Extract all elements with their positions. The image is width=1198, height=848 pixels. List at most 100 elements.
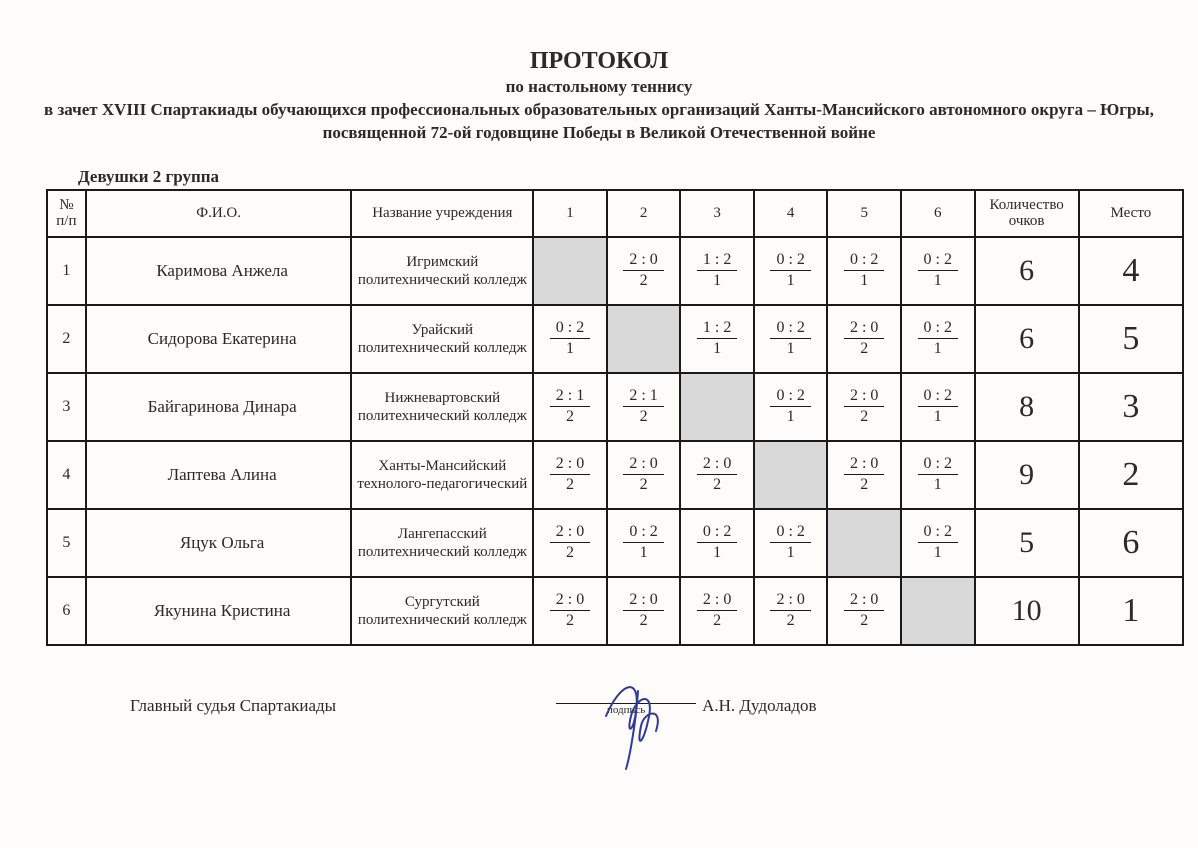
signature-scribble-icon [586, 661, 696, 771]
score-cell: 2 : 02 [754, 577, 828, 645]
cell-num: 2 [47, 305, 86, 373]
score-fraction: 1 : 21 [697, 319, 737, 359]
cell-institution: Нижневартовский политехнический колледж [351, 373, 533, 441]
table-row: 2Сидорова ЕкатеринаУрайский политехничес… [47, 305, 1183, 373]
score-bottom: 2 [550, 475, 590, 494]
score-bottom: 1 [623, 543, 663, 562]
table-row: 4Лаптева АлинаХанты-Мансийский технолого… [47, 441, 1183, 509]
score-fraction: 0 : 21 [623, 523, 663, 563]
cell-institution: Лангепасский политехнический колледж [351, 509, 533, 577]
score-cell: 2 : 02 [533, 577, 607, 645]
score-cell: 2 : 02 [827, 305, 901, 373]
score-cell: 0 : 21 [827, 237, 901, 305]
score-fraction: 0 : 21 [918, 387, 958, 427]
score-cell: 2 : 02 [827, 373, 901, 441]
score-fraction: 2 : 02 [697, 591, 737, 631]
cell-points: 5 [975, 509, 1079, 577]
cell-num: 5 [47, 509, 86, 577]
col-r4: 4 [754, 190, 828, 237]
score-fraction: 2 : 02 [844, 319, 884, 359]
cell-name: Байгаринова Динара [86, 373, 352, 441]
score-fraction: 2 : 02 [844, 387, 884, 427]
score-bottom: 2 [770, 611, 810, 630]
score-fraction: 0 : 21 [918, 319, 958, 359]
col-r2: 2 [607, 190, 681, 237]
score-cell: 0 : 21 [901, 237, 975, 305]
cell-name: Каримова Анжела [86, 237, 352, 305]
cell-num: 4 [47, 441, 86, 509]
score-top: 0 : 2 [770, 251, 810, 271]
score-top: 0 : 2 [550, 319, 590, 339]
score-cell: 2 : 02 [607, 441, 681, 509]
title-sub2: в зачет XVIII Спартакиады обучающихся пр… [30, 99, 1168, 145]
score-cell [754, 441, 828, 509]
score-cell: 2 : 02 [533, 441, 607, 509]
score-cell: 2 : 02 [607, 577, 681, 645]
score-cell: 1 : 21 [680, 305, 754, 373]
score-bottom: 1 [770, 407, 810, 426]
score-bottom: 2 [550, 543, 590, 562]
score-cell: 2 : 02 [827, 441, 901, 509]
page: ПРОТОКОЛ по настольному теннису в зачет … [0, 0, 1198, 716]
score-cell [901, 577, 975, 645]
score-fraction: 0 : 21 [770, 387, 810, 427]
cell-place: 2 [1079, 441, 1183, 509]
score-bottom: 2 [623, 407, 663, 426]
cell-name: Лаптева Алина [86, 441, 352, 509]
col-r3: 3 [680, 190, 754, 237]
score-top: 2 : 0 [550, 591, 590, 611]
col-inst: Название учреждения [351, 190, 533, 237]
score-fraction: 0 : 21 [770, 523, 810, 563]
score-fraction: 0 : 21 [844, 251, 884, 291]
score-fraction: 2 : 02 [844, 591, 884, 631]
score-top: 2 : 0 [844, 591, 884, 611]
score-bottom: 1 [918, 407, 958, 426]
score-bottom: 1 [918, 475, 958, 494]
score-top: 0 : 2 [918, 523, 958, 543]
score-top: 2 : 1 [550, 387, 590, 407]
score-top: 2 : 0 [697, 455, 737, 475]
score-top: 0 : 2 [770, 319, 810, 339]
score-fraction: 2 : 02 [623, 455, 663, 495]
score-bottom: 2 [844, 475, 884, 494]
score-top: 1 : 2 [697, 251, 737, 271]
signature-caption: подпись [607, 704, 645, 716]
score-top: 1 : 2 [697, 319, 737, 339]
score-cell: 0 : 21 [901, 441, 975, 509]
score-bottom: 2 [844, 407, 884, 426]
table-row: 6Якунина КристинаСургутский политехничес… [47, 577, 1183, 645]
cell-num: 6 [47, 577, 86, 645]
score-cell: 2 : 02 [533, 509, 607, 577]
score-top: 2 : 0 [697, 591, 737, 611]
score-top: 2 : 0 [844, 387, 884, 407]
title-sub1: по настольному теннису [30, 77, 1168, 97]
score-cell: 2 : 12 [607, 373, 681, 441]
score-bottom: 2 [550, 611, 590, 630]
score-top: 2 : 0 [623, 455, 663, 475]
score-bottom: 1 [550, 339, 590, 358]
score-fraction: 2 : 02 [550, 591, 590, 631]
col-r5: 5 [827, 190, 901, 237]
cell-points: 6 [975, 305, 1079, 373]
group-label: Девушки 2 группа [78, 167, 1168, 187]
cell-institution: Сургутский политехнический колледж [351, 577, 533, 645]
score-bottom: 1 [697, 339, 737, 358]
score-fraction: 0 : 21 [918, 455, 958, 495]
score-fraction: 0 : 21 [770, 319, 810, 359]
score-bottom: 2 [697, 475, 737, 494]
score-cell [680, 373, 754, 441]
score-cell: 0 : 21 [533, 305, 607, 373]
score-fraction: 2 : 02 [550, 523, 590, 563]
cell-institution: Ханты-Мансийский технолого-педагогически… [351, 441, 533, 509]
col-num: № п/п [47, 190, 86, 237]
score-fraction: 0 : 21 [918, 523, 958, 563]
score-top: 2 : 0 [623, 591, 663, 611]
score-cell: 2 : 02 [827, 577, 901, 645]
score-fraction: 2 : 02 [697, 455, 737, 495]
score-fraction: 0 : 21 [697, 523, 737, 563]
score-cell [533, 237, 607, 305]
table-row: 1Каримова АнжелаИгримский политехнически… [47, 237, 1183, 305]
score-top: 2 : 0 [550, 523, 590, 543]
score-top: 0 : 2 [844, 251, 884, 271]
score-top: 0 : 2 [918, 251, 958, 271]
